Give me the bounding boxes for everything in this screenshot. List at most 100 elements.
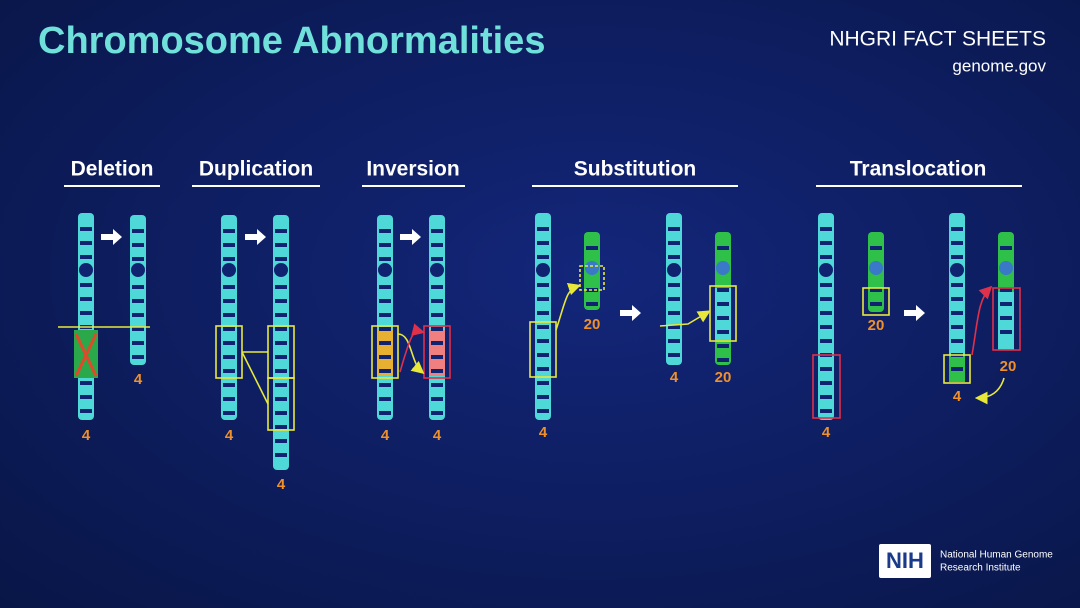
band — [132, 257, 144, 261]
band — [223, 355, 235, 359]
band — [820, 283, 832, 287]
band — [1000, 288, 1012, 292]
band — [132, 355, 144, 359]
band — [431, 243, 443, 247]
band — [820, 297, 832, 301]
band — [431, 341, 443, 345]
band — [951, 325, 963, 329]
band — [717, 358, 729, 362]
band — [80, 241, 92, 245]
band — [717, 246, 729, 250]
band — [537, 227, 549, 231]
chromosome-label: 20 — [715, 369, 732, 386]
band — [275, 411, 287, 415]
band — [951, 297, 963, 301]
band — [80, 395, 92, 399]
band — [537, 395, 549, 399]
band — [537, 255, 549, 259]
band — [132, 313, 144, 317]
band — [668, 241, 680, 245]
nih-logo-box — [879, 544, 931, 578]
band — [379, 383, 391, 387]
band — [379, 327, 391, 331]
centromere — [819, 263, 833, 277]
band — [132, 327, 144, 331]
annotations — [58, 265, 1021, 431]
band — [668, 325, 680, 329]
chromosome-label: 4 — [277, 476, 286, 493]
band — [717, 316, 729, 320]
url: genome.gov — [952, 56, 1046, 75]
band — [223, 257, 235, 261]
centromere — [378, 263, 392, 277]
band — [132, 243, 144, 247]
band — [379, 355, 391, 359]
chromosome-label: 20 — [584, 316, 601, 333]
band — [537, 325, 549, 329]
band — [275, 257, 287, 261]
band — [379, 243, 391, 247]
panel-title: Inversion — [366, 158, 459, 181]
institute-name: National Human Genome — [940, 550, 1053, 561]
band — [668, 283, 680, 287]
band — [223, 369, 235, 373]
band — [275, 439, 287, 443]
centromere — [131, 263, 145, 277]
band — [820, 367, 832, 371]
band — [820, 395, 832, 399]
band — [275, 229, 287, 233]
band — [870, 288, 882, 292]
source: NHGRI FACT SHEETS — [829, 28, 1046, 51]
band — [275, 285, 287, 289]
band — [668, 311, 680, 315]
band — [80, 409, 92, 413]
band — [223, 243, 235, 247]
band — [820, 381, 832, 385]
band — [80, 227, 92, 231]
band — [275, 383, 287, 387]
band — [820, 227, 832, 231]
band — [951, 255, 963, 259]
centromere — [79, 263, 93, 277]
centromere — [274, 263, 288, 277]
chromosome-label: 20 — [1000, 358, 1017, 375]
band — [80, 255, 92, 259]
band — [537, 353, 549, 357]
band — [275, 369, 287, 373]
band — [537, 283, 549, 287]
band — [431, 411, 443, 415]
band — [717, 330, 729, 334]
band — [586, 302, 598, 306]
nih-logo: NIH — [886, 548, 924, 573]
band — [80, 297, 92, 301]
band — [431, 397, 443, 401]
band — [668, 227, 680, 231]
band — [870, 246, 882, 250]
band — [275, 243, 287, 247]
chromosome-label: 4 — [82, 427, 91, 444]
band — [431, 313, 443, 317]
chromosome-label: 20 — [868, 317, 885, 334]
chromosome-label: 4 — [670, 369, 679, 386]
panel-title: Duplication — [199, 158, 313, 181]
band — [379, 341, 391, 345]
band — [1000, 316, 1012, 320]
band — [275, 299, 287, 303]
band — [223, 229, 235, 233]
band — [668, 353, 680, 357]
band — [275, 313, 287, 317]
band — [820, 241, 832, 245]
band — [80, 381, 92, 385]
band — [1000, 302, 1012, 306]
band — [223, 383, 235, 387]
panel-title: Substitution — [574, 158, 696, 181]
band — [275, 327, 287, 331]
chromosome-label: 4 — [381, 427, 390, 444]
band — [1000, 330, 1012, 334]
chromosome-label: 4 — [822, 424, 831, 441]
band — [379, 257, 391, 261]
band — [431, 257, 443, 261]
segment — [998, 292, 1014, 350]
